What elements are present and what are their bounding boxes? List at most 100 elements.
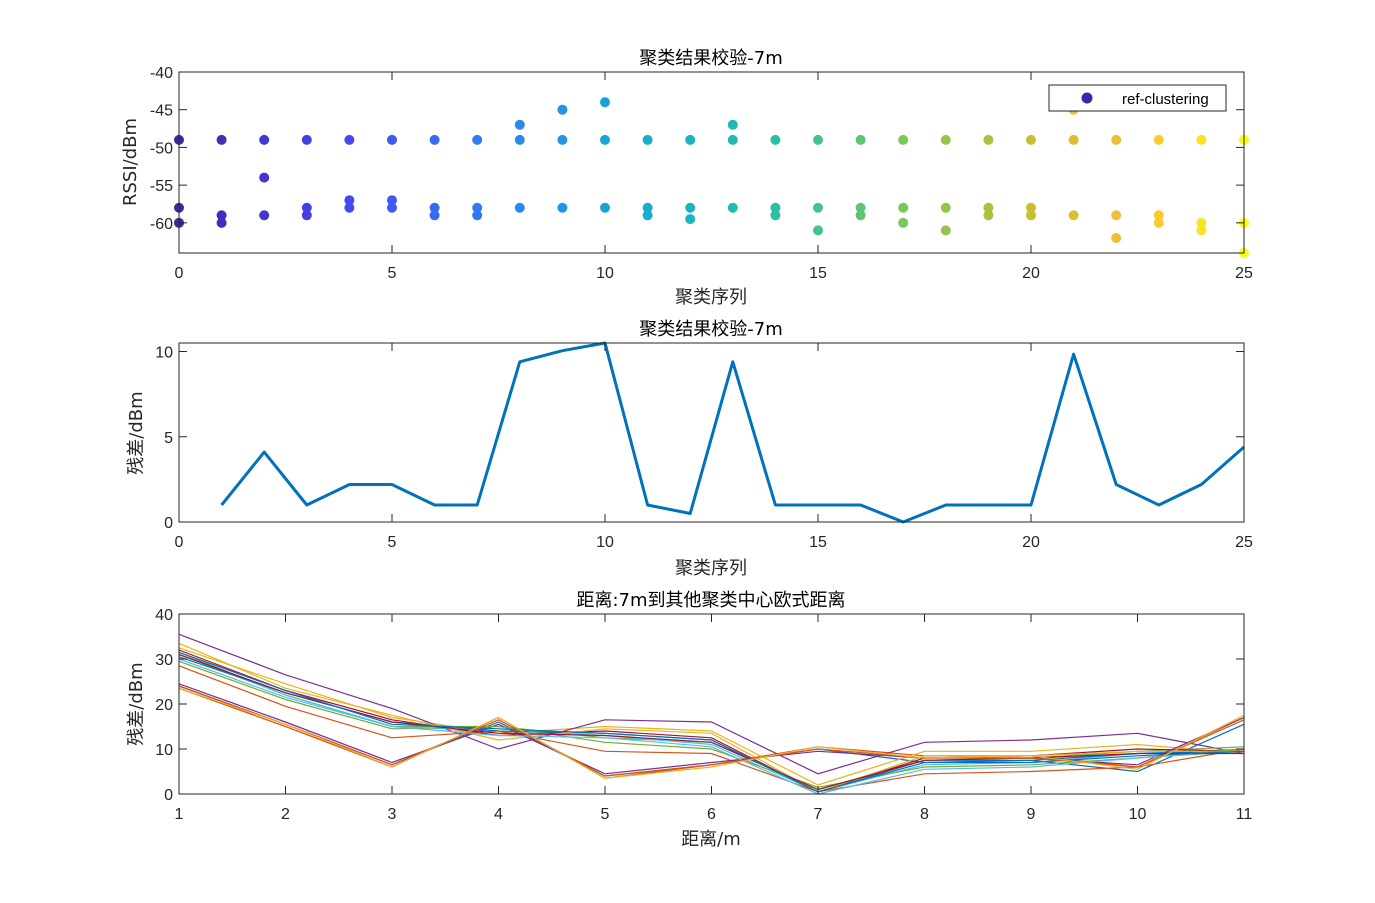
x-tick-label: 15 <box>809 534 827 551</box>
scatter-point <box>472 202 483 213</box>
distance-series-line <box>178 665 1245 793</box>
scatter-point <box>898 217 909 228</box>
scatter-point <box>940 225 951 236</box>
y-tick-label: 0 <box>164 787 173 804</box>
scatter-point <box>855 210 866 221</box>
scatter-point <box>557 104 568 115</box>
subplot-2-line: 0 5 10 15 20 25 0 5 10 聚类结果校验-7m 聚类序列 残差/dBm <box>126 319 1253 579</box>
scatter-point <box>301 202 312 213</box>
scatter-point <box>216 210 227 221</box>
subplot-3-title: 距离:7m到其他聚类中心欧式距离 <box>576 590 845 611</box>
scatter-point <box>387 195 397 206</box>
scatter-point <box>1026 202 1036 213</box>
scatter-point <box>1068 134 1079 145</box>
scatter-point <box>557 134 568 145</box>
subplot-2-xlabel: 聚类序列 <box>675 558 747 579</box>
x-tick-label: 9 <box>1027 806 1036 823</box>
scatter-point <box>600 97 610 108</box>
scatter-point <box>898 134 909 145</box>
subplot-1-ticks: 0 5 10 15 20 25 -60 -55 -50 -45 -40 <box>150 65 1253 282</box>
legend-marker-icon <box>1081 92 1093 104</box>
x-tick-label: 6 <box>707 806 716 823</box>
scatter-point <box>301 134 312 145</box>
scatter-point <box>259 210 270 221</box>
y-tick-label: 0 <box>164 515 173 532</box>
scatter-point <box>429 202 440 213</box>
scatter-point <box>387 134 397 145</box>
y-tick-label: 40 <box>155 607 173 624</box>
subplot-3-marks <box>178 633 1245 795</box>
x-tick-label: 2 <box>281 806 290 823</box>
y-tick-label: 20 <box>155 697 173 714</box>
distance-series-line <box>178 642 1244 793</box>
scatter-point <box>472 210 483 221</box>
x-tick-label: 0 <box>175 534 184 551</box>
subplot-2-title: 聚类结果校验-7m <box>639 319 782 340</box>
x-tick-label: 4 <box>494 806 503 823</box>
scatter-point <box>344 134 355 145</box>
distance-series-line <box>178 660 1245 788</box>
distance-series-line <box>178 633 1245 775</box>
scatter-point <box>642 202 653 213</box>
x-tick-label: 20 <box>1022 534 1040 551</box>
y-tick-label: -45 <box>150 103 173 120</box>
scatter-point <box>1111 210 1122 221</box>
scatter-point <box>1153 210 1164 221</box>
y-tick-label: -50 <box>150 140 173 157</box>
x-tick-label: 5 <box>388 265 397 282</box>
subplot-3-ticks: 1 2 3 4 5 6 7 8 9 10 11 0 10 20 30 40 <box>155 607 1252 823</box>
scatter-point <box>259 172 270 183</box>
scatter-point <box>940 134 951 145</box>
y-tick-label: 10 <box>155 345 173 362</box>
scatter-point <box>472 134 483 145</box>
y-tick-label: -55 <box>150 178 173 195</box>
y-tick-label: 5 <box>164 430 173 447</box>
scatter-point <box>727 119 738 130</box>
scatter-point <box>813 134 823 145</box>
x-tick-label: 11 <box>1236 806 1253 823</box>
scatter-point <box>1068 210 1079 221</box>
scatter-point <box>557 202 568 213</box>
scatter-point <box>898 202 909 213</box>
scatter-point <box>1196 134 1207 145</box>
subplot-1-axes-box <box>178 71 1245 254</box>
subplot-2-marks <box>220 341 1245 524</box>
scatter-point <box>429 134 440 145</box>
scatter-point <box>813 225 823 236</box>
scatter-point <box>727 134 738 145</box>
y-tick-label: -40 <box>150 65 173 82</box>
scatter-point <box>1111 232 1122 243</box>
scatter-point <box>344 202 355 213</box>
residual-series-line <box>220 341 1245 524</box>
scatter-point <box>685 202 696 213</box>
scatter-point <box>727 202 738 213</box>
scatter-point <box>813 202 823 213</box>
subplot-1-title: 聚类结果校验-7m <box>639 48 782 69</box>
scatter-point <box>855 202 866 213</box>
x-tick-label: 3 <box>388 806 397 823</box>
x-tick-label: 8 <box>920 806 929 823</box>
distance-series-line <box>178 653 1244 791</box>
scatter-point <box>301 210 312 221</box>
distance-series-line <box>178 658 1245 795</box>
scatter-point <box>983 210 994 221</box>
x-tick-label: 7 <box>814 806 823 823</box>
scatter-point <box>514 119 525 130</box>
scatter-point <box>770 134 781 145</box>
x-tick-label: 1 <box>175 806 184 823</box>
x-tick-label: 10 <box>596 265 614 282</box>
distance-series-line <box>178 685 1245 777</box>
scatter-point <box>216 217 227 228</box>
scatter-point <box>1153 134 1164 145</box>
subplot-3-xlabel: 距离/m <box>681 829 741 850</box>
scatter-point <box>600 202 610 213</box>
legend: ref-clustering <box>1048 84 1227 112</box>
scatter-point <box>216 134 227 145</box>
scatter-point <box>642 210 653 221</box>
distance-series-line <box>178 653 1245 793</box>
subplot-1-ylabel: RSSI/dBm <box>120 118 141 206</box>
scatter-point <box>983 134 994 145</box>
x-tick-label: 20 <box>1022 265 1040 282</box>
